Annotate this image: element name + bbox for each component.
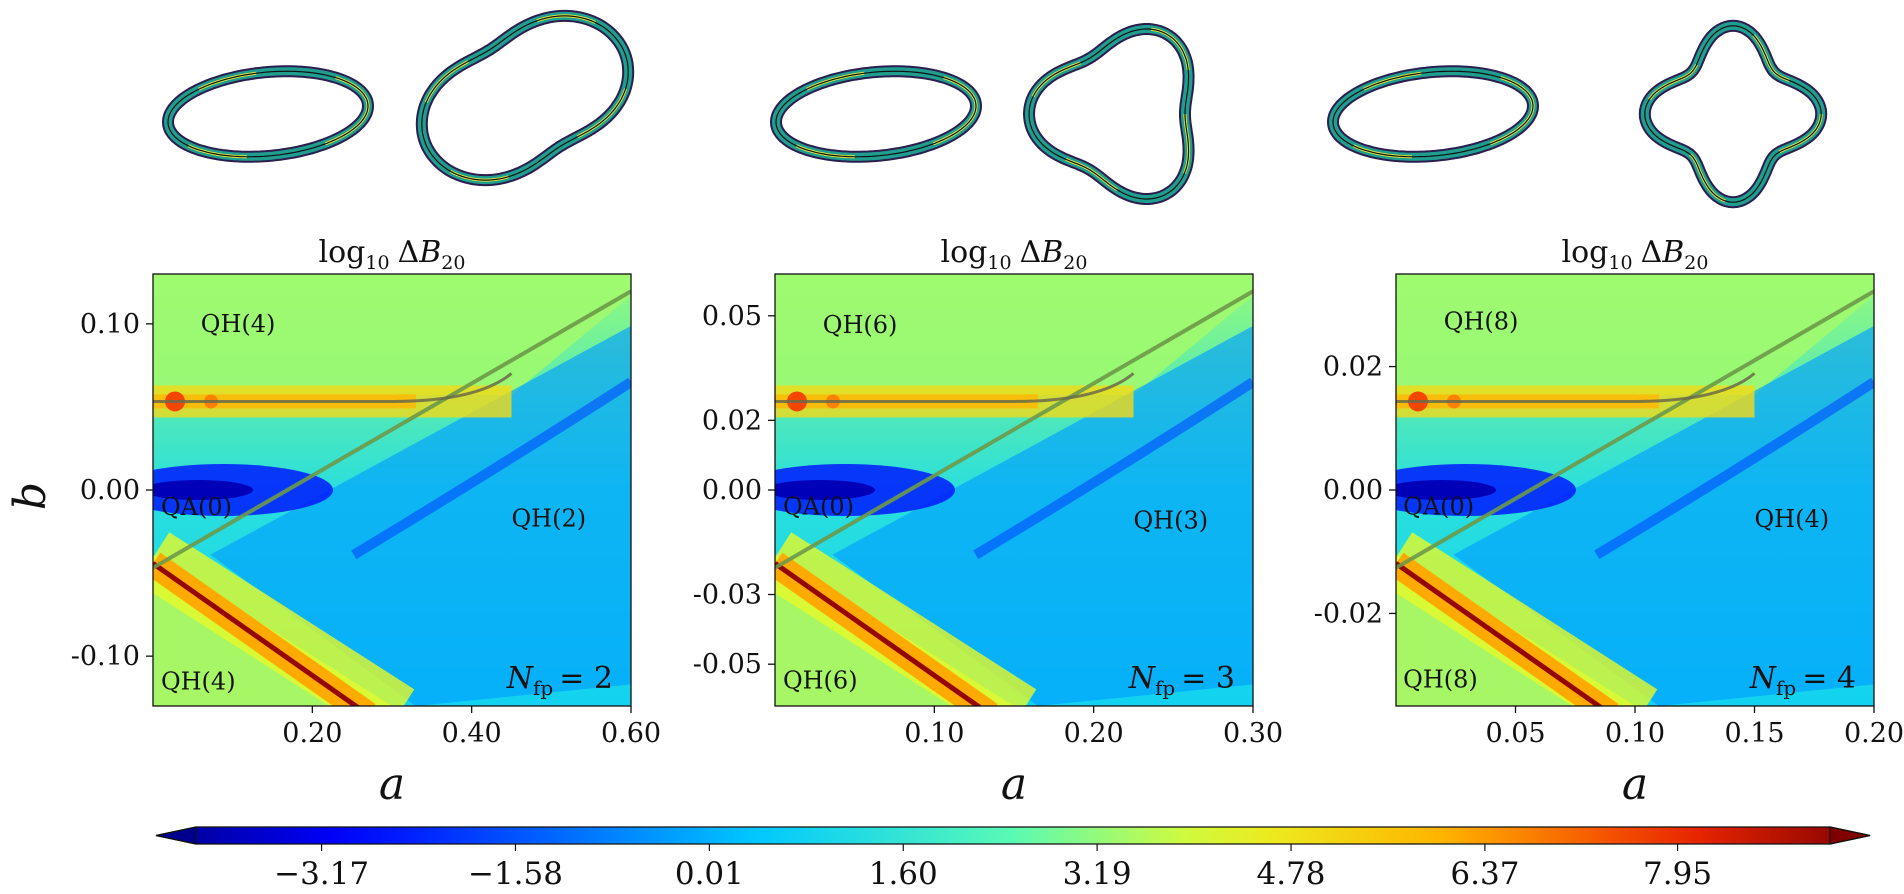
region-label: QH(6) xyxy=(823,311,898,339)
boundary-line xyxy=(1396,289,1874,570)
phase-curve xyxy=(1396,372,1756,403)
y-tick-label: 0.00 xyxy=(80,475,140,506)
panel-title: log10 ΔB20 xyxy=(1562,235,1709,274)
region-label: QA(0) xyxy=(161,493,232,521)
colorbar-tick-label: 4.78 xyxy=(1257,856,1326,892)
panel-1: log10 ΔB20 0.20 0.40 0.60 -0.10 0.00 0.10 a b QH(4… xyxy=(5,235,661,810)
boundary-line xyxy=(153,289,631,570)
x-tick-label: 0.10 xyxy=(904,718,964,749)
nfp-label: Nfp = 4 xyxy=(1749,661,1856,700)
y-tick-label: -0.05 xyxy=(693,649,762,680)
coil-shape-renderings xyxy=(162,9,1828,209)
x-tick-label: 0.30 xyxy=(1223,718,1283,749)
heatmap-panels: log10 ΔB20 0.20 0.40 0.60 -0.10 0.00 0.10 a b QH(4… xyxy=(5,235,1904,810)
colorbar-tick-label: 7.95 xyxy=(1643,856,1712,892)
nfp-label: Nfp = 3 xyxy=(1128,661,1235,700)
region-label: QH(3) xyxy=(1134,506,1209,534)
region-label: QH(4) xyxy=(201,310,276,338)
region-label: QH(8) xyxy=(1444,308,1519,336)
y-tick-label: 0.02 xyxy=(1323,352,1383,383)
x-tick-label: 0.10 xyxy=(1605,718,1665,749)
panel-title: log10 ΔB20 xyxy=(319,235,466,274)
x-tick-label: 0.20 xyxy=(1064,718,1124,749)
panel-title: log10 ΔB20 xyxy=(941,235,1088,274)
x-tick-label: 0.20 xyxy=(282,718,342,749)
y-tick-label: 0.10 xyxy=(80,309,140,340)
region-label: QH(4) xyxy=(1755,505,1830,533)
x-axis-label: a xyxy=(379,759,405,810)
x-axis-label: a xyxy=(1622,759,1648,810)
boundary-line xyxy=(775,289,1253,570)
colorbar-tick-label: 1.60 xyxy=(869,856,938,892)
colorbar-tick-label: 0.01 xyxy=(675,856,744,892)
y-axis-label: b xyxy=(5,482,56,510)
x-tick-label: 0.15 xyxy=(1724,718,1784,749)
y-tick-label: 0.02 xyxy=(702,405,762,436)
coil-shape-6 xyxy=(1638,19,1828,209)
coil-shape-4 xyxy=(1023,23,1195,205)
phase-curve xyxy=(775,372,1135,403)
x-tick-label: 0.60 xyxy=(601,718,661,749)
coil-shape-1 xyxy=(162,65,374,163)
region-label: QA(0) xyxy=(783,492,854,520)
region-label: QH(4) xyxy=(161,667,236,695)
panel-2: log10 ΔB20 0.10 0.20 0.30 -0.05 -0.03 0.00 0.02 0… xyxy=(693,235,1283,810)
region-label: QH(2) xyxy=(512,505,587,533)
y-tick-label: 0.05 xyxy=(702,301,762,332)
y-tick-label: 0.00 xyxy=(1323,475,1383,506)
colorbar-tick-label: 3.19 xyxy=(1063,856,1132,892)
x-axis-label: a xyxy=(1001,759,1027,810)
phase-curve xyxy=(153,372,513,403)
colorbar: −3.17 −1.58 0.01 1.60 3.19 4.78 6.37 7.95 xyxy=(155,826,1871,892)
region-label: QA(0) xyxy=(1403,493,1474,521)
y-tick-label: -0.02 xyxy=(1314,598,1383,629)
coil-shape-2 xyxy=(415,9,635,187)
region-label: QH(8) xyxy=(1403,665,1478,693)
coil-shape-3 xyxy=(770,65,982,163)
y-tick-label: 0.00 xyxy=(702,475,762,506)
nfp-label: Nfp = 2 xyxy=(506,661,613,700)
y-tick-label: -0.03 xyxy=(693,580,762,611)
region-label: QH(6) xyxy=(783,667,858,695)
colorbar-tick-label: 6.37 xyxy=(1450,856,1519,892)
colorbar-tick-label: −3.17 xyxy=(274,856,369,892)
colorbar-bar xyxy=(155,826,1871,845)
coil-shape-5 xyxy=(1327,65,1539,163)
x-tick-label: 0.20 xyxy=(1844,718,1904,749)
colorbar-tick-label: −1.58 xyxy=(468,856,563,892)
x-tick-label: 0.05 xyxy=(1485,718,1545,749)
panel-3: log10 ΔB20 0.05 0.10 0.15 0.20 -0.02 0.00 0.02 a Q… xyxy=(1314,235,1904,810)
x-tick-label: 0.40 xyxy=(442,718,502,749)
y-tick-label: -0.10 xyxy=(71,641,140,672)
